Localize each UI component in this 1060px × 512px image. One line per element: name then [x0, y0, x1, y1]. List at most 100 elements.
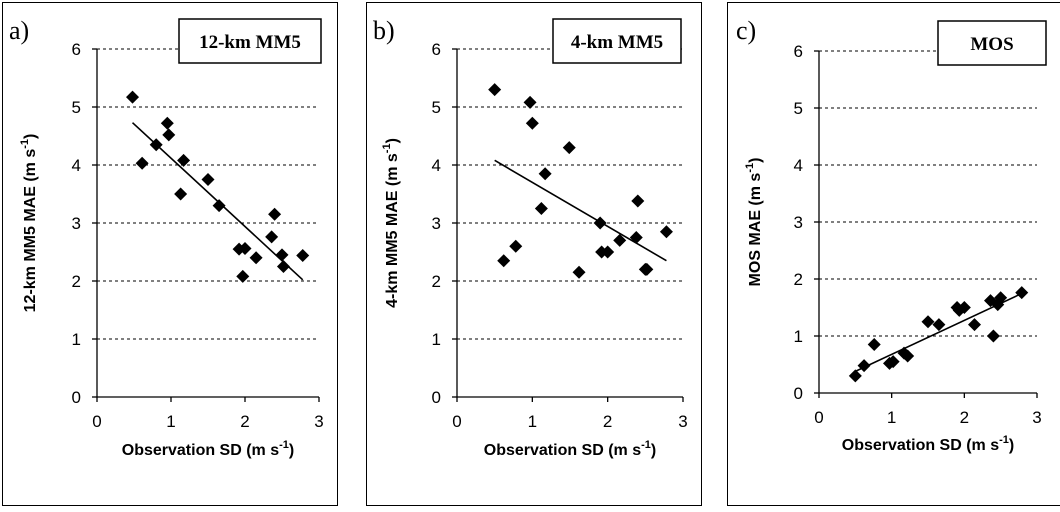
y-tick-label: 1	[72, 330, 81, 349]
x-tick-label: 3	[1032, 408, 1041, 427]
data-point	[932, 318, 946, 332]
y-tick-label: 3	[432, 214, 441, 233]
x-axis-label: Observation SD (m s-1)	[484, 439, 656, 459]
data-point	[276, 260, 290, 273]
data-point	[921, 315, 935, 329]
y-tick-label: 3	[794, 213, 803, 232]
panel-label: c)	[736, 16, 756, 45]
data-point	[497, 254, 511, 268]
y-tick-label: 1	[794, 327, 803, 346]
y-tick-label: 5	[72, 98, 81, 117]
y-tick-label: 0	[794, 384, 803, 403]
x-tick-label: 2	[240, 412, 249, 431]
scatter-chart-b: 0 1 2 3 4 5 6 0 1 2 3 4-km MM5 b) 4-km MM5 MAE (m s-1…	[373, 16, 688, 459]
data-point	[562, 141, 576, 155]
scatter-chart-a: 0 1 2 3 4 5 6 0 1 2 3 12-km MM5 a) 12-km MM5 MAE (m s…	[9, 16, 324, 459]
y-tick-label: 3	[72, 214, 81, 233]
y-tick-label: 6	[794, 42, 803, 61]
x-tick-label: 1	[887, 408, 896, 427]
x-tick-label: 0	[452, 412, 461, 431]
data-point	[957, 301, 971, 314]
x-tick-label: 2	[603, 412, 612, 431]
data-point	[968, 318, 982, 332]
legend-text: MOS	[970, 34, 1013, 55]
data-point	[601, 245, 615, 259]
x-axis-label: Observation SD (m s-1)	[842, 434, 1014, 454]
data-point	[296, 248, 310, 262]
data-point	[212, 199, 226, 213]
y-tick-label: 2	[794, 270, 803, 289]
data-point	[268, 207, 282, 221]
y-tick-label: 1	[432, 330, 441, 349]
data-point	[236, 269, 250, 283]
data-point	[201, 173, 215, 186]
data-point	[509, 239, 523, 253]
data-point	[631, 194, 645, 208]
data-point	[265, 230, 279, 244]
panel-a: 0 1 2 3 4 5 6 0 1 2 3 12-km MM5 a) 12-km MM5 MAE (m s…	[2, 2, 338, 506]
y-tick-label: 5	[794, 99, 803, 118]
x-tick-label: 0	[814, 408, 823, 427]
y-axis-label: MOS MAE (m s-1)	[744, 158, 764, 287]
x-tick-label: 2	[960, 408, 969, 427]
data-point	[177, 153, 191, 167]
data-point	[848, 369, 862, 383]
y-tick-label: 4	[432, 156, 441, 175]
y-axis-label: 4-km MM5 MAE (m s-1)	[381, 138, 401, 308]
panel-c: 0 1 2 3 4 5 6 0 1 2 3 MOS c) MOS MAE (m s-1) Observati…	[727, 2, 1060, 506]
x-axis-label: Observation SD (m s-1)	[122, 439, 294, 459]
data-point	[174, 187, 188, 201]
x-tick-label: 1	[528, 412, 537, 431]
data-point	[523, 95, 537, 109]
data-point	[1015, 286, 1029, 300]
data-point	[572, 265, 586, 279]
legend-box	[937, 20, 1047, 66]
data-point	[994, 291, 1008, 305]
panel-b: 0 1 2 3 4 5 6 0 1 2 3 4-km MM5 b) 4-km MM5 MAE (m s-1…	[366, 2, 702, 506]
y-tick-label: 4	[72, 156, 81, 175]
scatter-chart-c: 0 1 2 3 4 5 6 0 1 2 3 MOS c) MOS MAE (m s-1) Observati…	[736, 16, 1047, 454]
data-point	[149, 138, 163, 152]
y-tick-label: 6	[432, 40, 441, 59]
data-point	[135, 156, 149, 170]
data-point	[952, 303, 966, 317]
data-point	[162, 128, 176, 142]
data-point	[238, 242, 252, 256]
y-tick-label: 2	[432, 272, 441, 291]
data-point	[901, 349, 915, 363]
y-tick-label: 0	[432, 388, 441, 407]
trend-line	[494, 159, 667, 262]
legend-text: 4-km MM5	[571, 32, 663, 53]
x-tick-label: 3	[314, 412, 323, 431]
data-point	[160, 116, 174, 130]
data-point	[275, 248, 289, 262]
data-point	[857, 359, 871, 373]
data-point	[249, 251, 263, 265]
y-tick-label: 6	[72, 40, 81, 59]
data-point	[629, 231, 643, 244]
y-tick-label: 0	[72, 388, 81, 407]
legend-text: 12-km MM5	[199, 32, 301, 53]
y-tick-label: 5	[432, 98, 441, 117]
x-tick-label: 3	[678, 412, 687, 431]
y-axis-label: 12-km MM5 MAE (m s-1)	[19, 134, 39, 313]
x-tick-label: 1	[166, 412, 175, 431]
data-point	[886, 355, 900, 369]
data-point	[126, 90, 140, 104]
x-tick-label: 0	[92, 412, 101, 431]
data-point	[867, 338, 881, 352]
data-point	[534, 202, 548, 215]
legend-box	[552, 18, 682, 64]
data-point	[593, 216, 607, 230]
y-tick-label: 4	[794, 156, 803, 175]
data-point	[659, 225, 673, 239]
data-point	[525, 116, 539, 130]
data-point	[488, 83, 502, 97]
panel-label: b)	[373, 16, 395, 45]
data-point	[640, 262, 654, 276]
data-point	[538, 167, 552, 181]
panel-label: a)	[9, 16, 29, 45]
y-tick-label: 2	[72, 272, 81, 291]
legend-box	[178, 18, 322, 64]
data-point	[986, 329, 1000, 343]
